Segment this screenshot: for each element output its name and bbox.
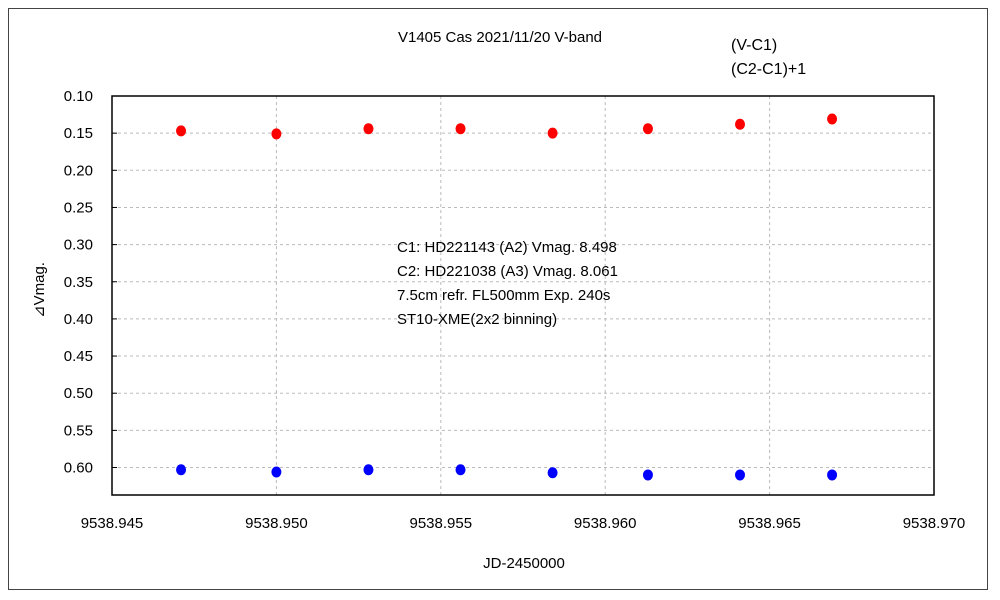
x-tick-label: 9538.960	[574, 515, 637, 532]
c2-c1-point	[363, 464, 374, 476]
y-tick-label: 0.20	[64, 162, 93, 179]
v-c1-point	[176, 125, 187, 137]
c2-c1-point	[735, 469, 746, 481]
x-axis-label: JD-2450000	[483, 555, 565, 572]
c2-c1-point	[547, 467, 558, 479]
chart-frame	[8, 8, 988, 590]
y-tick-label: 0.25	[64, 199, 93, 216]
x-tick-label: 9538.950	[245, 515, 308, 532]
v-c1-point	[363, 123, 374, 135]
v-c1-point	[455, 123, 466, 135]
y-tick-label: 0.10	[64, 88, 93, 105]
y-tick-label: 0.60	[64, 460, 93, 477]
c2-c1-point	[455, 464, 466, 476]
x-tick-label: 9538.965	[738, 515, 801, 532]
x-tick-label: 9538.945	[81, 515, 144, 532]
y-tick-label: 0.55	[64, 422, 93, 439]
y-tick-label: 0.30	[64, 237, 93, 254]
annotation-c1: C1: HD221143 (A2) Vmag. 8.498	[397, 239, 617, 256]
y-tick-label: 0.35	[64, 274, 93, 291]
x-tick-label: 9538.955	[410, 515, 473, 532]
v-c1-point	[547, 127, 558, 139]
legend-v-c1: (V-C1)	[731, 37, 777, 54]
c2-c1-point	[271, 466, 282, 478]
v-c1-point	[271, 128, 282, 140]
v-c1-point	[735, 118, 746, 130]
v-c1-point	[827, 113, 838, 125]
y-tick-label: 0.40	[64, 311, 93, 328]
y-tick-label: 0.50	[64, 385, 93, 402]
c2-c1-point	[642, 469, 653, 481]
c2-c1-point	[827, 469, 838, 481]
annotation-telescope: 7.5cm refr. FL500mm Exp. 240s	[397, 287, 610, 304]
plot-area	[111, 95, 935, 496]
chart-title: V1405 Cas 2021/11/20 V-band	[398, 29, 602, 46]
legend-c2-c1: (C2-C1)+1	[731, 61, 806, 78]
y-tick-label: 0.15	[64, 125, 93, 142]
y-axis-label: ⊿Vmag.	[31, 262, 48, 318]
annotation-camera: ST10-XME(2x2 binning)	[397, 311, 557, 328]
annotation-c2: C2: HD221038 (A3) Vmag. 8.061	[397, 263, 618, 280]
y-tick-label: 0.45	[64, 348, 93, 365]
x-tick-label: 9538.970	[903, 515, 966, 532]
v-c1-point	[642, 123, 653, 135]
c2-c1-point	[176, 464, 187, 476]
